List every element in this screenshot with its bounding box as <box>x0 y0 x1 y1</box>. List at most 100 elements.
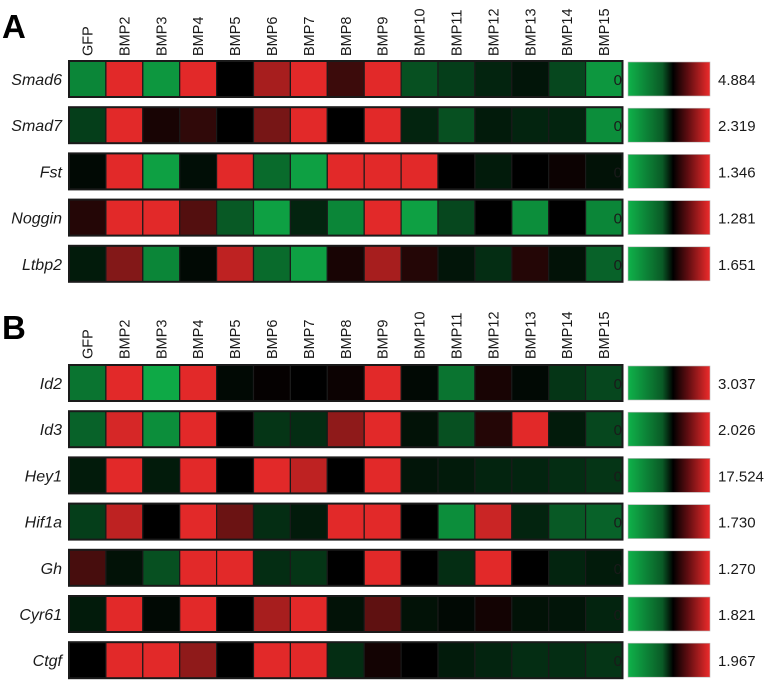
heatmap-cell <box>400 199 439 237</box>
column-label: BMP8 <box>339 17 355 57</box>
heatmap-cell <box>584 549 624 587</box>
heatmap-cell <box>437 549 476 587</box>
heatmap-cell <box>400 595 439 633</box>
heatmap-cell <box>68 549 107 587</box>
heatmap-cell <box>68 152 107 190</box>
heatmap-cell <box>400 549 439 587</box>
scale-min-label: 0 <box>614 72 622 89</box>
heatmap-cell <box>363 410 402 448</box>
heatmap-cell <box>474 503 513 541</box>
row-frame <box>68 198 624 237</box>
heatmap-cell <box>216 199 255 237</box>
heatmap-cell <box>142 595 181 633</box>
heatmap-cell <box>68 106 107 144</box>
heatmap-cell <box>326 199 365 237</box>
color-scale-bar <box>627 365 711 401</box>
heatmap-cell <box>289 106 328 144</box>
heatmap-cell <box>216 410 255 448</box>
scale-max-label: 17.524 <box>718 468 764 485</box>
heatmap-cell <box>252 503 292 541</box>
heatmap-cell <box>584 641 624 679</box>
heatmap-cell <box>252 199 292 237</box>
color-scale-bar <box>627 504 711 539</box>
heatmap-cell <box>216 364 255 402</box>
heatmap-cell <box>474 641 513 679</box>
heatmap-cell <box>584 60 624 98</box>
color-scale-bar <box>627 458 711 493</box>
column-label: BMP5 <box>228 320 244 360</box>
heatmap-cell <box>474 549 513 587</box>
heatmap-cell <box>179 199 218 237</box>
heatmap-cell <box>548 595 587 633</box>
heatmap-cell <box>437 410 476 448</box>
row-frame <box>68 244 624 283</box>
heatmap-cell <box>326 549 365 587</box>
heatmap-cell <box>216 106 255 144</box>
heatmap-cell <box>400 106 439 144</box>
heatmap-cell <box>326 152 365 190</box>
gene-label: Fst <box>40 164 63 181</box>
heatmap-cell <box>252 106 292 144</box>
heatmap-cell <box>142 549 181 587</box>
heatmap-cell <box>105 152 144 190</box>
heatmap-cell <box>326 106 365 144</box>
heatmap-cell <box>437 60 476 98</box>
gene-label: Id2 <box>40 376 62 393</box>
color-scale-bar <box>627 200 711 235</box>
heatmap-row: Cyr61 0 1.821 <box>19 595 756 633</box>
heatmap-cell <box>142 641 181 679</box>
scale-min-label: 0 <box>614 653 622 670</box>
column-label: BMP6 <box>265 17 281 57</box>
heatmap-cell <box>179 106 218 144</box>
heatmap-cell <box>105 364 144 402</box>
column-label: BMP12 <box>486 8 502 56</box>
scale-min-label: 0 <box>614 376 622 393</box>
heatmap-cell <box>289 549 328 587</box>
scale-max-label: 1.967 <box>718 653 756 670</box>
heatmap-cell <box>105 106 144 144</box>
heatmap-panel-a: A GFP BMP2 BMP3 BMP4 BMP5 BMP6 BMP7 BMP8 BMP9 BMP1… <box>2 8 756 283</box>
gene-label: Hey1 <box>25 468 62 485</box>
heatmap-cell <box>363 364 402 402</box>
heatmap-cell <box>584 152 624 190</box>
heatmap-cell <box>179 245 218 283</box>
heatmap-cell <box>511 245 550 283</box>
gene-label: Ctgf <box>33 653 64 670</box>
scale-max-label: 3.037 <box>718 376 756 393</box>
heatmap-cell <box>142 60 181 98</box>
heatmap-row: Gh 0 1.270 <box>41 548 756 587</box>
heatmap-cell <box>289 641 328 679</box>
gene-label: Hif1a <box>25 515 62 532</box>
heatmap-cell <box>142 106 181 144</box>
row-frame <box>68 60 624 98</box>
heatmap-cell <box>142 152 181 190</box>
color-scale-bar <box>627 596 711 632</box>
heatmap-row: Noggin 0 1.281 <box>11 198 756 237</box>
heatmap-cell <box>437 245 476 283</box>
heatmap-cell <box>179 152 218 190</box>
heatmap-cell <box>548 503 587 541</box>
heatmap-cell <box>252 595 292 633</box>
panel-letter: B <box>2 309 26 346</box>
gene-label: Noggin <box>11 211 62 228</box>
heatmap-cell <box>105 199 144 237</box>
column-label: BMP14 <box>560 8 576 56</box>
heatmap-cell <box>511 549 550 587</box>
heatmap-cell <box>252 549 292 587</box>
heatmap-cell <box>511 595 550 633</box>
heatmap-row: Smad6 0 4.884 <box>11 60 756 98</box>
color-scale-bar <box>627 154 711 189</box>
heatmap-cell <box>326 410 365 448</box>
heatmap-cell <box>400 503 439 541</box>
heatmap-cell <box>68 595 107 633</box>
heatmap-cell <box>252 60 292 98</box>
heatmap-row: Hif1a 0 1.730 <box>25 502 756 541</box>
heatmap-panel-b: B GFP BMP2 BMP3 BMP4 BMP5 BMP6 BMP7 BMP8 BMP9 BMP1… <box>2 309 764 680</box>
row-frame <box>68 595 624 633</box>
heatmap-cell <box>252 410 292 448</box>
heatmap-cell <box>400 152 439 190</box>
column-label: BMP7 <box>302 320 318 360</box>
heatmap-cell <box>179 595 218 633</box>
color-scale-bar <box>627 550 711 586</box>
heatmap-cell <box>548 60 587 98</box>
